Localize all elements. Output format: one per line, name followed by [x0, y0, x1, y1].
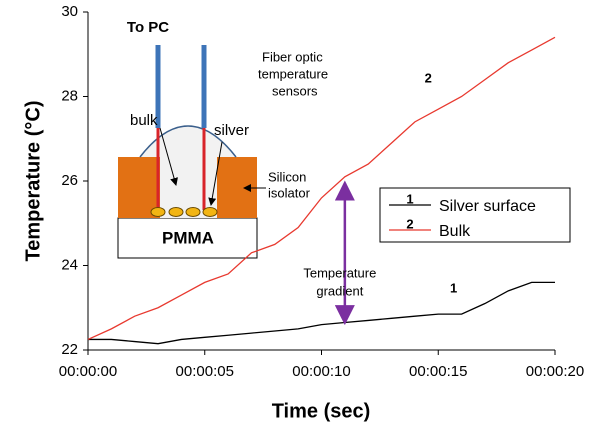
inset-label: sensors — [272, 83, 318, 98]
inset-diagram — [117, 45, 266, 259]
y-tick-label: 28 — [61, 87, 78, 104]
y-tick-label: 26 — [61, 172, 78, 189]
series-annotation: 1 — [450, 281, 457, 296]
y-axis-title: Temperature (°C) — [22, 101, 44, 262]
gradient-label: gradient — [316, 283, 363, 298]
series-annotation: 2 — [425, 71, 432, 86]
inset-label: isolator — [268, 185, 311, 200]
inset-label: temperature — [258, 66, 328, 81]
data-line — [87, 36, 556, 341]
legend-label: Silver surface — [439, 198, 536, 215]
x-tick-label: 00:00:10 — [292, 363, 350, 380]
data-line — [88, 281, 555, 345]
inset-label: Silicon — [268, 169, 306, 184]
inset-label: bulk — [130, 112, 158, 129]
inset-label: To PC — [127, 19, 169, 36]
legend-label: Bulk — [439, 223, 471, 240]
y-tick-label: 22 — [61, 341, 78, 358]
x-tick-label: 00:00:20 — [526, 363, 584, 380]
x-axis-title: Time (sec) — [272, 400, 371, 422]
gradient-label: Temperature — [303, 265, 376, 280]
x-tick-label: 00:00:00 — [59, 363, 117, 380]
y-tick-label: 30 — [61, 3, 78, 20]
y-tick-label: 24 — [61, 256, 78, 273]
legend-box — [379, 187, 571, 243]
x-tick-label: 00:00:15 — [409, 363, 467, 380]
inset-label: Fiber optic — [262, 49, 323, 64]
inset-label: PMMA — [162, 228, 214, 247]
legend-number: 2 — [406, 216, 413, 231]
legend-number: 1 — [406, 191, 413, 206]
inset-label: silver — [214, 122, 249, 139]
x-tick-label: 00:00:05 — [176, 363, 234, 380]
